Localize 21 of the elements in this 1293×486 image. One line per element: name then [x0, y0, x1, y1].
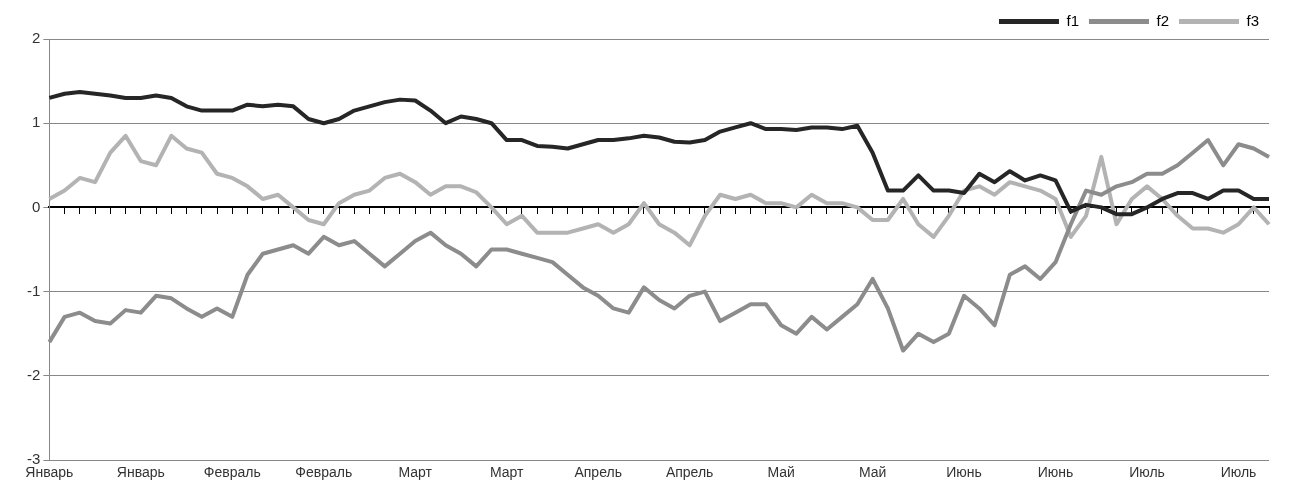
x-tick-label: Апрель [574, 463, 622, 480]
legend-label: f2 [1156, 11, 1169, 29]
y-tick-label: 1 [31, 113, 41, 131]
x-tick-label: Апрель [665, 463, 714, 480]
legend-label: f1 [1066, 11, 1079, 29]
y-tick-label: 2 [31, 29, 41, 47]
x-tick-label: Июль [1129, 463, 1165, 480]
x-tick-label: Февраль [203, 463, 261, 480]
x-tick-label: Июнь [946, 463, 982, 480]
x-tick-label: Июль [1220, 463, 1257, 480]
x-tick-label: Январь [116, 463, 165, 480]
legend-label: f3 [1246, 11, 1260, 29]
x-tick-label: Март [489, 463, 525, 480]
y-tick-label: -2 [26, 365, 41, 383]
x-tick-label: Март [398, 463, 433, 480]
x-tick-label: Июнь [1037, 463, 1074, 480]
x-tick-label: Май [858, 463, 887, 480]
x-tick-label: Май [767, 463, 795, 480]
y-tick-label: 0 [31, 197, 41, 215]
y-tick-label: -1 [26, 281, 41, 299]
x-tick-label: Февраль [295, 463, 353, 480]
